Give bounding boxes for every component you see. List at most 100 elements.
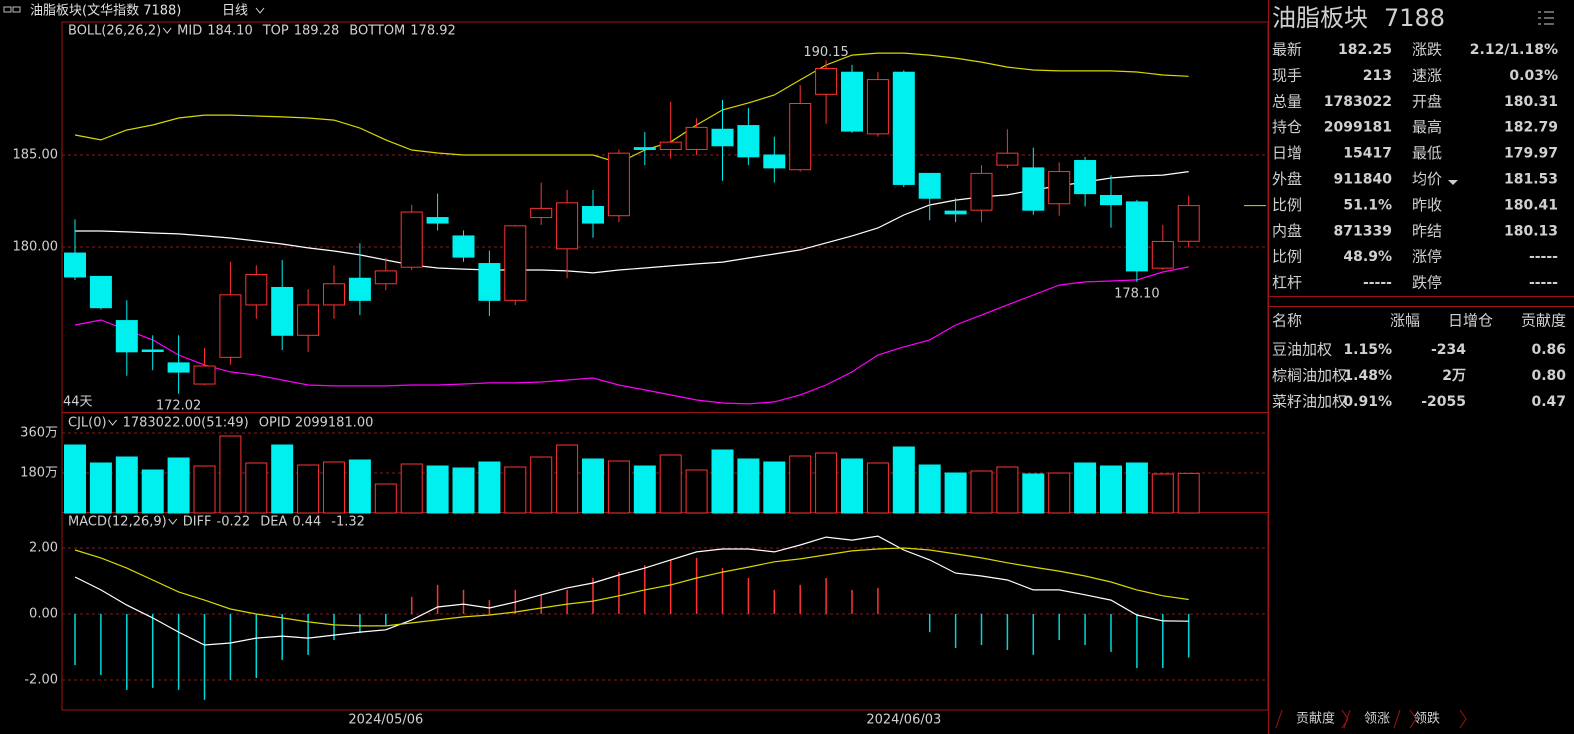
quote-value: 179.97 bbox=[1504, 146, 1558, 162]
volume-bar bbox=[944, 472, 967, 514]
volume-bar bbox=[478, 461, 501, 514]
candle-body bbox=[815, 68, 838, 95]
column-header: 贡献度 bbox=[1521, 312, 1566, 330]
candle-body bbox=[763, 154, 786, 169]
component-cell: 0.80 bbox=[1531, 368, 1566, 384]
indicator-value: 1783022.00(51:49) bbox=[123, 416, 249, 431]
volume-bar bbox=[659, 454, 682, 514]
volume-bar bbox=[115, 456, 138, 514]
candle-body bbox=[426, 217, 449, 224]
volume-bar bbox=[556, 444, 579, 514]
quote-label: 日增 bbox=[1272, 144, 1302, 162]
quote-label: 比例 bbox=[1272, 248, 1302, 266]
chevron[interactable] bbox=[108, 419, 117, 426]
quote-value: 2.12/1.18% bbox=[1470, 42, 1558, 58]
volume-bar bbox=[530, 456, 553, 514]
component-cell: 0.86 bbox=[1531, 342, 1566, 358]
volume-bar bbox=[711, 449, 734, 514]
x-tick-label: 2024/05/06 bbox=[348, 713, 423, 728]
quote-label: 涨停 bbox=[1412, 248, 1442, 266]
candle-body bbox=[504, 225, 527, 301]
legend-value: 184.10 bbox=[207, 24, 253, 39]
chevron[interactable] bbox=[255, 7, 265, 14]
volume-bar bbox=[633, 465, 656, 514]
candle-body bbox=[348, 277, 371, 301]
period-label: 44天 bbox=[63, 395, 93, 410]
column-header: 涨幅 bbox=[1390, 312, 1420, 330]
candle-body bbox=[115, 320, 138, 353]
volume-bar bbox=[1074, 462, 1097, 514]
candle-body bbox=[944, 210, 967, 215]
boll-line bbox=[74, 266, 1189, 405]
legend-label: MID bbox=[177, 24, 202, 39]
quote-value: 0.03% bbox=[1509, 68, 1558, 84]
period-selector[interactable]: 日线 bbox=[222, 4, 248, 19]
y-tick-label: 185.00 bbox=[13, 148, 59, 163]
candle-body bbox=[193, 365, 216, 385]
legend-value: 0.44 bbox=[292, 515, 321, 530]
volume-bar bbox=[815, 452, 838, 514]
quote-value: 182.25 bbox=[1338, 42, 1392, 58]
legend-value: -0.22 bbox=[217, 515, 251, 530]
quote-value: 871339 bbox=[1334, 223, 1392, 239]
candle-body bbox=[685, 126, 708, 150]
component-cell: -234 bbox=[1431, 342, 1466, 358]
volume-bar bbox=[245, 462, 268, 514]
quote-label: 昨收 bbox=[1412, 196, 1442, 214]
component-cell: 菜籽油加权 bbox=[1272, 393, 1347, 411]
candle-body bbox=[789, 102, 812, 171]
candle-body bbox=[1022, 167, 1045, 211]
volume-bar bbox=[348, 459, 371, 514]
volume-bar bbox=[737, 458, 760, 514]
y-tick-label: 360万 bbox=[20, 426, 58, 441]
volume-bar bbox=[918, 464, 941, 514]
quote-value: 180.41 bbox=[1504, 197, 1558, 213]
quote-label: 跌停 bbox=[1412, 274, 1442, 292]
quote-label: 开盘 bbox=[1412, 92, 1442, 110]
quote-label: 涨跌 bbox=[1412, 41, 1442, 59]
candle-body bbox=[452, 235, 475, 258]
candle-body bbox=[866, 79, 889, 135]
indicator-name: MACD(12,26,9) bbox=[68, 515, 167, 530]
volume-bar bbox=[582, 458, 604, 514]
candle-body bbox=[737, 125, 760, 158]
quote-label: 内盘 bbox=[1272, 222, 1302, 240]
quote-label: 最低 bbox=[1412, 144, 1442, 162]
volume-bar bbox=[193, 465, 216, 514]
candle-body bbox=[711, 128, 734, 147]
component-cell: 0.47 bbox=[1531, 394, 1566, 410]
tab[interactable]: 领跌 bbox=[1414, 711, 1440, 727]
candle-body bbox=[633, 147, 656, 150]
tab[interactable]: 领涨 bbox=[1364, 712, 1390, 727]
candle-body bbox=[323, 283, 345, 306]
candle-body bbox=[556, 202, 579, 250]
volume-bar bbox=[685, 469, 708, 514]
component-cell: -2055 bbox=[1421, 394, 1466, 410]
volume-bar bbox=[1125, 462, 1148, 514]
legend-value: 189.28 bbox=[294, 24, 340, 39]
volume-bar bbox=[866, 462, 889, 514]
candle-body bbox=[245, 274, 268, 306]
quote-value: 15417 bbox=[1343, 146, 1392, 162]
y-tick-label: 2.00 bbox=[29, 540, 58, 555]
quote-value: ----- bbox=[1363, 275, 1392, 291]
legend-label: DEA bbox=[260, 515, 287, 530]
chevron[interactable] bbox=[168, 518, 178, 525]
component-cell: 豆油加权 bbox=[1272, 341, 1332, 359]
candle-body bbox=[607, 152, 630, 217]
quote-value: 181.53 bbox=[1504, 172, 1558, 188]
menu-icon[interactable] bbox=[1538, 11, 1554, 25]
quote-value: ----- bbox=[1529, 275, 1558, 291]
extreme-label: 190.15 bbox=[803, 45, 849, 60]
chevron[interactable] bbox=[162, 27, 172, 34]
y-tick-label: 0.00 bbox=[29, 606, 58, 621]
y-tick-label: 180万 bbox=[20, 466, 58, 481]
quote-value: ----- bbox=[1529, 249, 1558, 265]
quote-value: 180.13 bbox=[1504, 223, 1558, 239]
volume-bar bbox=[323, 461, 345, 514]
candle-body bbox=[400, 211, 423, 268]
tab[interactable]: 贡献度 bbox=[1296, 711, 1335, 727]
quote-value: 182.79 bbox=[1504, 120, 1558, 136]
